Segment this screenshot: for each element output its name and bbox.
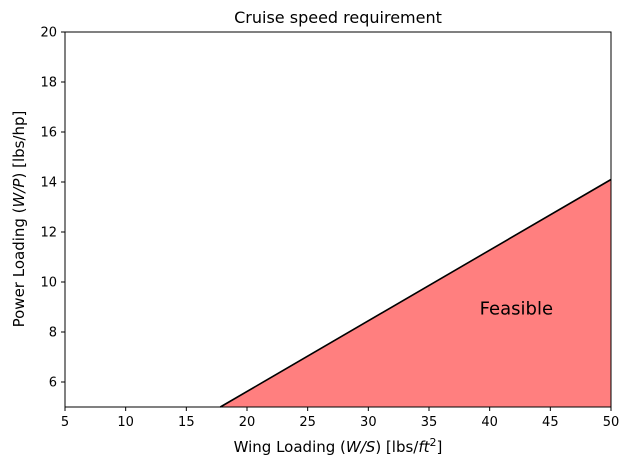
x-tick-label: 5 — [61, 415, 69, 430]
y-tick-label: 18 — [40, 76, 57, 91]
x-tick-label: 35 — [421, 415, 438, 430]
x-tick-label: 30 — [360, 415, 377, 430]
y-tick-label: 20 — [40, 26, 57, 41]
plot-area: Feasible — [219, 178, 612, 408]
y-axis-title-var: W/P — [10, 178, 28, 208]
y-tick-label: 6 — [49, 376, 57, 391]
y-tick-label: 12 — [40, 226, 57, 241]
y-axis-ticks: 6 8 10 12 14 16 18 20 — [40, 26, 65, 391]
constraint-line-0 — [219, 178, 612, 408]
x-tick-label: 50 — [603, 415, 620, 430]
x-tick-label: 20 — [239, 415, 256, 430]
y-axis-title: Power Loading (W/P) [lbs/hp] — [10, 111, 28, 328]
x-axis-title-unit: ft — [418, 438, 430, 456]
y-tick-label: 14 — [40, 176, 57, 191]
x-axis-title-mid: ) [lbs/ — [375, 438, 419, 456]
x-axis-title-sup: 2 — [430, 436, 437, 449]
y-tick-label: 8 — [49, 326, 57, 341]
y-tick-label: 16 — [40, 126, 57, 141]
annotation-0: Feasible — [480, 299, 553, 320]
y-axis-title-suffix: ) [lbs/hp] — [10, 111, 28, 179]
x-axis-title-var: W/S — [346, 438, 376, 456]
x-tick-label: 25 — [299, 415, 316, 430]
x-tick-label: 15 — [178, 415, 195, 430]
chart-title: Cruise speed requirement — [234, 8, 442, 27]
x-tick-label: 45 — [542, 415, 559, 430]
x-axis-title: Wing Loading (W/S) [lbs/ft2] — [234, 436, 443, 456]
x-tick-label: 40 — [481, 415, 498, 430]
y-axis-title-prefix: Power Loading ( — [10, 207, 28, 327]
y-tick-label: 10 — [40, 276, 57, 291]
x-axis-title-prefix: Wing Loading ( — [234, 438, 346, 456]
x-axis-ticks: 5 10 15 20 25 30 35 40 45 50 — [61, 407, 619, 430]
x-tick-label: 10 — [117, 415, 134, 430]
plot-frame — [64, 31, 612, 408]
x-axis-title-suffix: ] — [437, 438, 443, 456]
